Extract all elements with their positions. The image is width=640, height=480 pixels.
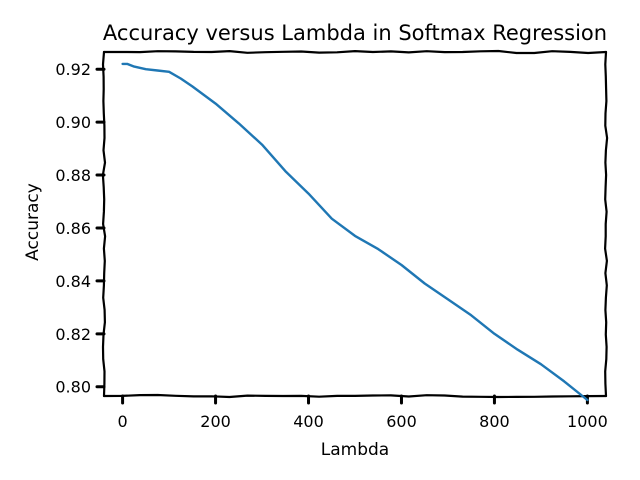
y-axis-label: Accuracy	[23, 183, 43, 261]
frame-right	[604, 50, 609, 398]
frame-left	[101, 50, 107, 398]
y-tick-label: 0.88	[55, 166, 91, 185]
frame-bottom	[102, 393, 608, 399]
x-tick-label: 200	[200, 412, 231, 431]
series-group	[121, 62, 589, 402]
plot-frame	[101, 49, 609, 399]
series-line-accuracy	[121, 62, 589, 402]
y-tick-label: 0.80	[55, 378, 91, 397]
y-tick-label: 0.90	[55, 113, 91, 132]
y-tick-label: 0.82	[55, 325, 91, 344]
y-tick-label: 0.84	[55, 272, 91, 291]
x-axis-label: Lambda	[321, 440, 389, 460]
x-tick-label: 600	[386, 412, 417, 431]
x-tick-label: 1000	[567, 412, 608, 431]
x-tick-label: 800	[479, 412, 510, 431]
x-tick-label: 0	[117, 412, 127, 431]
axis-ticks: 0 200 400 600 800 1000 0.80 0.82 0.84 0.86 0.88 0.9…	[55, 60, 607, 431]
y-tick-label: 0.86	[55, 219, 91, 238]
chart-title: Accuracy versus Lambda in Softmax Regres…	[103, 21, 607, 45]
x-tick-label: 400	[293, 412, 324, 431]
frame-top	[102, 49, 608, 55]
y-tick-label: 0.92	[55, 60, 91, 79]
